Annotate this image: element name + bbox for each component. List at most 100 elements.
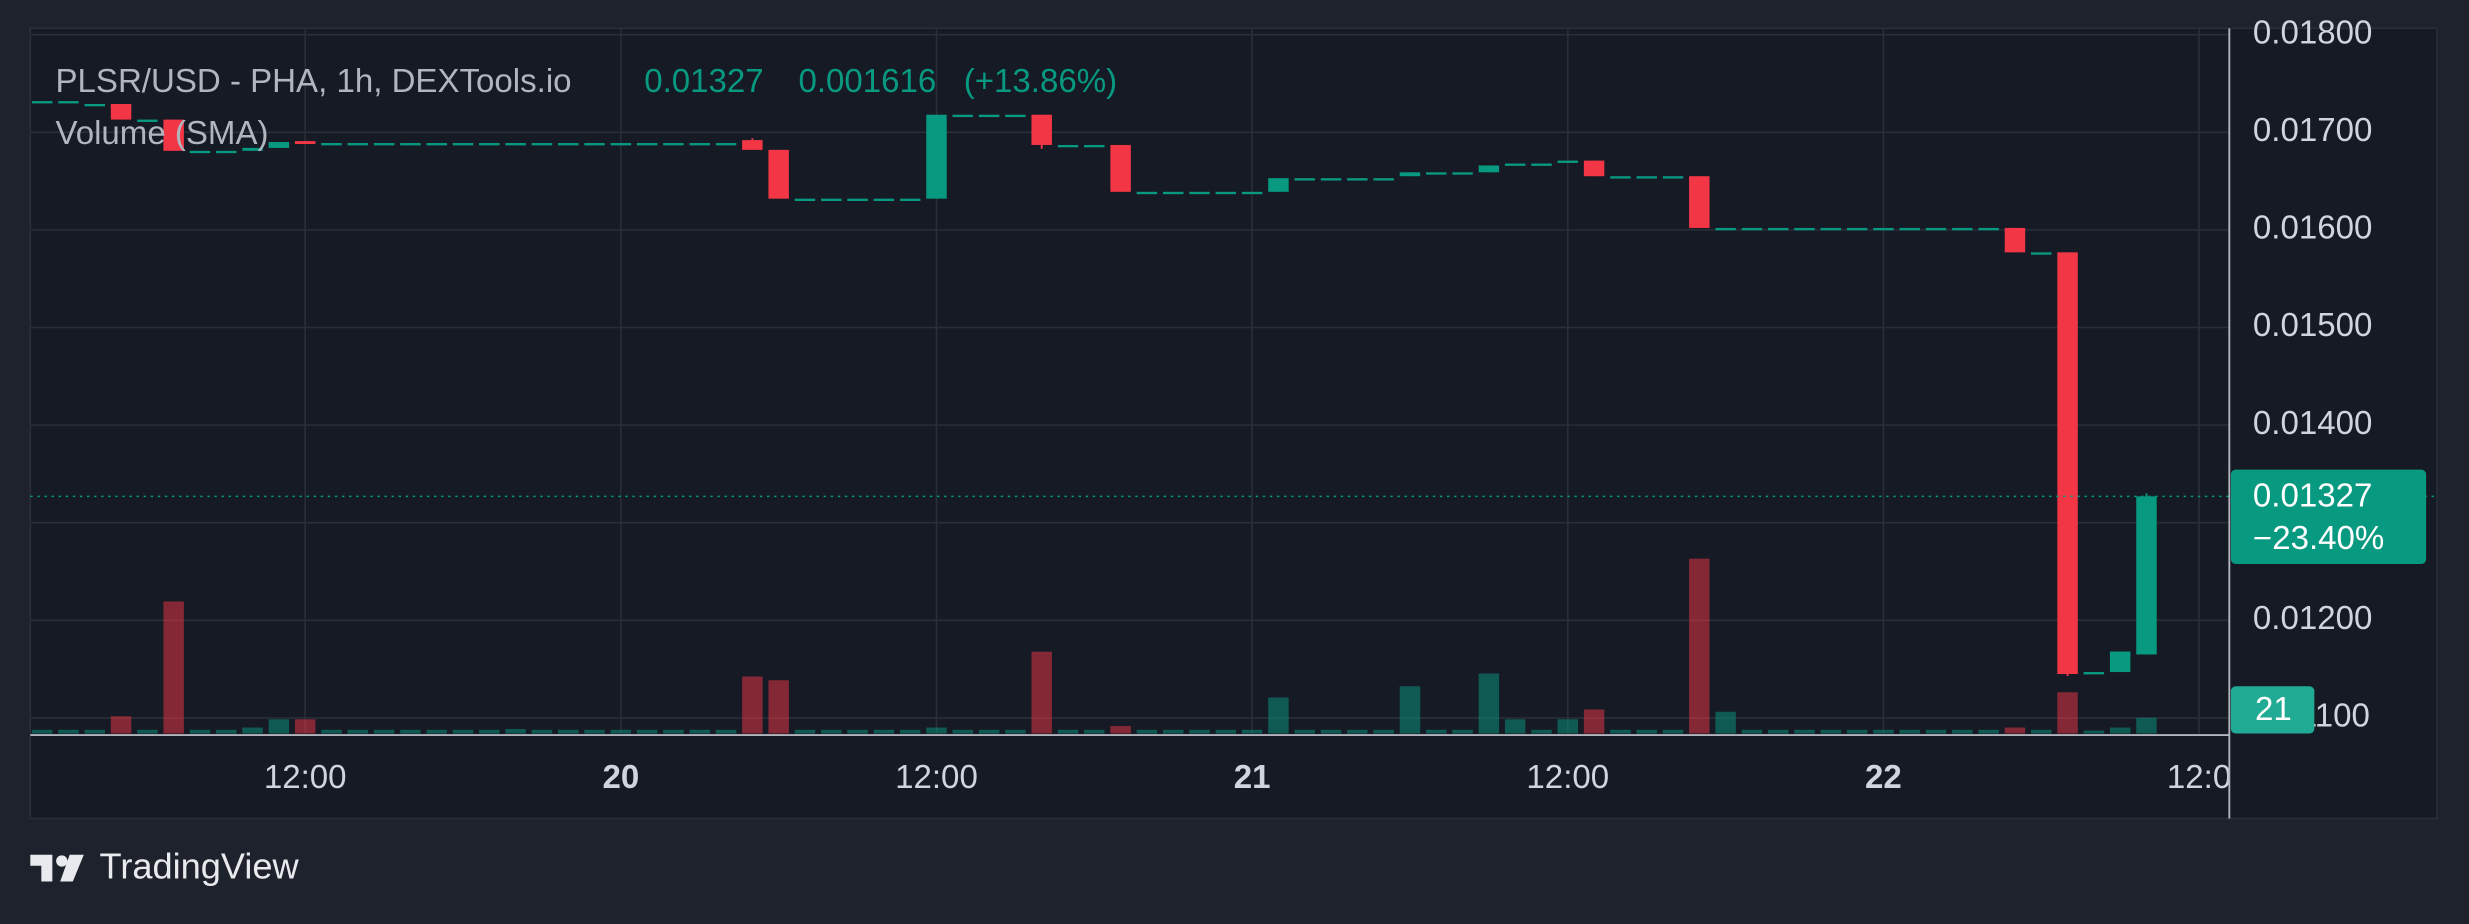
- candle-body: [610, 143, 632, 146]
- volume-bar: [2031, 729, 2052, 734]
- candle-body: [1426, 172, 1447, 175]
- candle-body: [1373, 178, 1394, 181]
- candle-body: [847, 198, 868, 202]
- candle-body: [1794, 227, 1815, 231]
- candle-body: [1557, 160, 1579, 163]
- candle-body: [1531, 163, 1552, 166]
- volume-bar: [2004, 727, 2026, 734]
- marks: [31, 101, 2157, 734]
- volume-bar: [1636, 729, 1657, 734]
- candle-body: [2109, 651, 2131, 673]
- volume-bar: [1873, 729, 1894, 734]
- chart-title: PLSR/USD - PHA, 1h, DEXTools.io: [55, 63, 571, 100]
- x-tick-label: 20: [602, 759, 639, 796]
- volume-bar: [952, 729, 974, 734]
- candle-body: [768, 149, 789, 199]
- x-tick-label: 22: [1865, 759, 1902, 796]
- volume-bar: [1268, 697, 1289, 734]
- x-tick-label: 12:00: [1526, 759, 1609, 796]
- y-tick-label: 0.01600: [2253, 210, 2372, 247]
- candle-body: [1320, 178, 1342, 181]
- candle-body: [978, 114, 1000, 118]
- candle-body: [1162, 191, 1184, 195]
- volume-bar: [1715, 711, 1736, 734]
- legend-change-pct: (+13.86%): [964, 63, 1117, 100]
- candle-body: [926, 114, 947, 199]
- candle-body: [1662, 176, 1684, 179]
- candle-body: [1031, 114, 1052, 145]
- candle-body: [531, 143, 553, 146]
- volume-bar: [584, 729, 605, 734]
- candle-body: [1689, 176, 1710, 228]
- volume-bar: [2083, 730, 2105, 734]
- candle-body: [137, 119, 158, 122]
- volume-bar: [373, 729, 395, 734]
- candle-body: [268, 142, 290, 148]
- candle-body: [1767, 227, 1789, 231]
- y-tick-label: 0.01400: [2253, 405, 2372, 442]
- candle-body: [1978, 227, 1999, 231]
- volume-legend: Volume (SMA): [55, 115, 268, 152]
- volume-bar: [1557, 719, 1579, 734]
- volume-bar: [1899, 729, 1920, 734]
- candle-body: [1399, 172, 1421, 177]
- candle-body: [1846, 227, 1868, 231]
- volume-bar: [926, 727, 947, 734]
- volume-bar: [1057, 729, 1079, 734]
- volume-bar: [1294, 729, 1315, 734]
- volume-bar: [1320, 729, 1342, 734]
- logo: [30, 854, 84, 882]
- volume-bar: [1399, 686, 1421, 734]
- candle-body: [1215, 191, 1237, 195]
- candle-body: [58, 101, 79, 104]
- volume-bar: [1110, 726, 1131, 734]
- candle-body: [899, 198, 921, 202]
- candle-body: [1820, 227, 1842, 231]
- volume-bar: [1005, 729, 1026, 734]
- volume-tag-value: 21: [2255, 691, 2292, 728]
- candle-body: [1452, 172, 1473, 175]
- price-tag: [2230, 469, 2427, 565]
- plot-area: [29, 27, 2438, 820]
- volume-bar: [426, 729, 447, 734]
- volume-bar: [58, 729, 79, 734]
- candle-body: [689, 143, 710, 146]
- candle-body: [1873, 227, 1894, 231]
- candle-body: [1294, 178, 1315, 181]
- candle-body: [2004, 227, 2026, 253]
- candle-body: [584, 143, 605, 146]
- candle-body: [1110, 144, 1131, 192]
- volume-bar: [400, 729, 421, 734]
- watermark: TradingView: [100, 845, 300, 886]
- candle-body: [794, 198, 816, 202]
- volume-bar: [1031, 651, 1052, 734]
- x-tick-label: 12:00: [895, 759, 978, 796]
- y-tick-label: 0.01700: [2253, 112, 2372, 149]
- volume-bar: [137, 729, 158, 734]
- volume-bar: [479, 729, 500, 734]
- candle-body: [1741, 227, 1763, 231]
- volume-bar: [31, 729, 53, 734]
- volume-bar: [1583, 709, 1605, 734]
- x-tick-label: 12:00: [264, 759, 347, 796]
- candle-body: [373, 143, 395, 146]
- price-tag-change: −23.40%: [2253, 520, 2384, 557]
- volume-bar: [2057, 692, 2078, 734]
- volume-bar: [768, 680, 789, 734]
- candle-body: [1005, 114, 1026, 118]
- volume-bar: [2136, 717, 2157, 734]
- candle-body: [1241, 191, 1263, 195]
- candle-body: [1925, 227, 1947, 231]
- candle-body: [873, 198, 895, 202]
- x-tick-label: 12:0: [2167, 759, 2231, 796]
- volume-bar: [873, 729, 895, 734]
- candle-body: [479, 143, 500, 146]
- candle-body: [2031, 252, 2052, 255]
- volume-bar: [636, 729, 658, 734]
- volume-bar: [1504, 719, 1526, 734]
- candle-body: [1347, 178, 1368, 181]
- candle-body: [1952, 227, 1973, 231]
- candle-body: [636, 143, 658, 146]
- candle-body: [1610, 176, 1631, 179]
